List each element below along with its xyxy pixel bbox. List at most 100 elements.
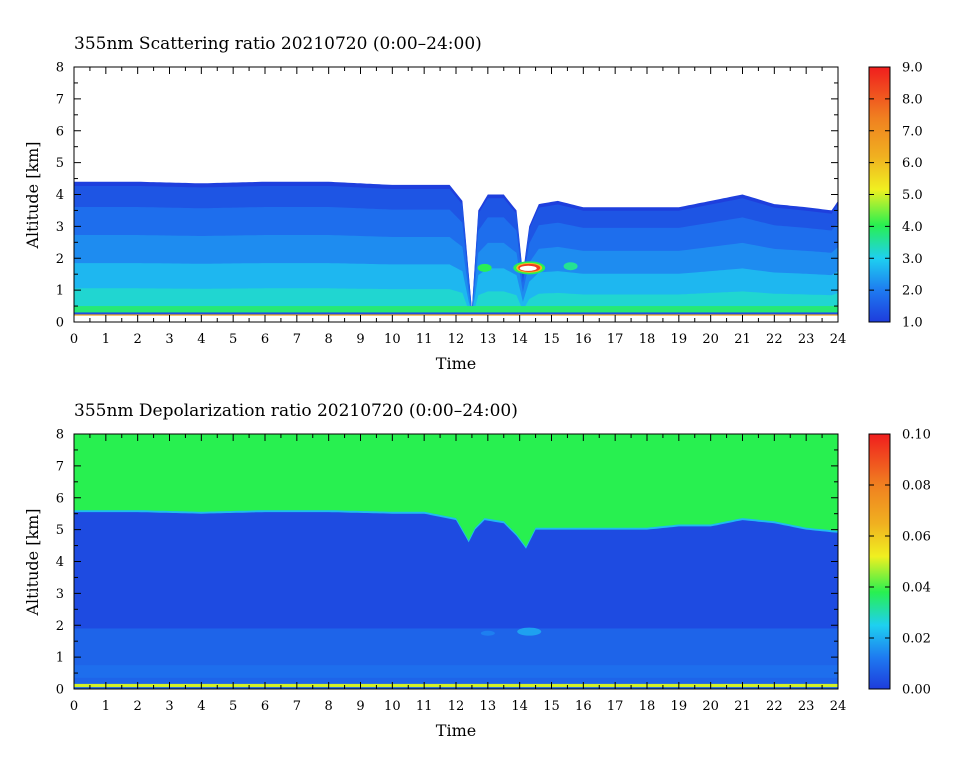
plot-area — [74, 67, 838, 322]
scattering-hotspot — [477, 263, 492, 272]
colorbar-tick-label: 3.0 — [902, 252, 923, 267]
colorbar-tick-label: 9.0 — [902, 61, 923, 76]
x-tick-label: 11 — [416, 699, 433, 714]
y-tick-label: 1 — [56, 284, 64, 299]
scattering-ratio-panel: 355nm Scattering ratio 20210720 (0:00–24… — [23, 34, 923, 373]
x-tick-label: 13 — [480, 699, 497, 714]
x-tick-label: 21 — [734, 332, 751, 347]
y-axis-label: Altitude [km] — [23, 141, 42, 249]
y-tick-label: 2 — [56, 252, 64, 267]
x-tick-label: 4 — [197, 699, 205, 714]
x-axis-label: Time — [436, 354, 476, 373]
x-tick-label: 21 — [734, 699, 751, 714]
y-tick-label: 8 — [56, 428, 64, 443]
colorbar-ticks: 1.0 2.0 3.0 4.0 5.0 6.0 7.0 8.0 9.0 — [869, 61, 923, 331]
x-tick-label: 3 — [165, 699, 173, 714]
depolarization-ratio-panel: 355nm Depolarization ratio 20210720 (0:0… — [23, 401, 931, 740]
depol-hotspot — [517, 627, 542, 636]
x-tick-label: 5 — [229, 699, 237, 714]
x-tick-label: 19 — [671, 699, 688, 714]
x-tick-label: 9 — [356, 699, 364, 714]
scattering-layers — [74, 181, 838, 322]
chart-title: 355nm Depolarization ratio 20210720 (0:0… — [74, 401, 518, 421]
chart-title: 355nm Scattering ratio 20210720 (0:00–24… — [74, 34, 482, 54]
colorbar-gradient — [868, 433, 891, 690]
x-tick-label: 24 — [830, 699, 847, 714]
y-tick-label: 4 — [56, 555, 64, 570]
scattering-surface-band — [74, 306, 838, 313]
colorbar-tick-label: 1.0 — [902, 316, 923, 331]
y-axis-label: Altitude [km] — [23, 508, 42, 616]
colorbar-tick-label: 2.0 — [902, 284, 923, 299]
x-tick-label: 14 — [511, 699, 528, 714]
colorbar-tick-label: 5.0 — [902, 188, 923, 203]
colorbar-tick-label: 0.08 — [902, 479, 931, 494]
x-tick-label: 24 — [830, 332, 847, 347]
x-tick-label: 8 — [325, 699, 333, 714]
x-tick-label: 16 — [575, 699, 592, 714]
y-axis: 0 1 2 3 4 5 6 7 8 — [56, 428, 838, 698]
y-tick-label: 3 — [56, 220, 64, 235]
y-tick-label: 4 — [56, 188, 64, 203]
x-tick-label: 9 — [356, 332, 364, 347]
x-tick-label: 2 — [134, 699, 142, 714]
scattering-hotspot — [563, 262, 578, 271]
colorbar-tick-label: 0.10 — [902, 428, 931, 443]
y-axis: 0 1 2 3 4 5 6 7 8 — [56, 61, 838, 331]
x-tick-label: 17 — [607, 332, 624, 347]
y-tick-label: 2 — [56, 619, 64, 634]
x-tick-label: 0 — [70, 699, 78, 714]
y-tick-label: 6 — [56, 491, 64, 506]
y-tick-label: 0 — [56, 316, 64, 331]
colorbar-tick-label: 0.04 — [902, 581, 931, 596]
x-axis: 0 1 2 3 4 5 6 7 8 9 10 11 12 13 14 15 16 17 18 19 20 21 22 23 24 — [70, 434, 846, 714]
x-tick-label: 19 — [671, 332, 688, 347]
x-tick-label: 18 — [639, 332, 656, 347]
y-tick-label: 1 — [56, 651, 64, 666]
depolarization-layers — [74, 434, 838, 689]
colorbar: 0.00 0.02 0.04 0.06 0.08 0.10 — [868, 428, 931, 698]
x-tick-label: 3 — [165, 332, 173, 347]
colorbar-tick-label: 8.0 — [902, 92, 923, 107]
x-tick-label: 22 — [766, 332, 783, 347]
x-tick-label: 11 — [416, 332, 433, 347]
y-tick-label: 5 — [56, 156, 64, 171]
x-tick-label: 23 — [798, 699, 815, 714]
y-tick-label: 0 — [56, 683, 64, 698]
x-tick-label: 5 — [229, 332, 237, 347]
y-tick-label: 7 — [56, 92, 64, 107]
x-axis: 0 1 2 3 4 5 6 7 8 9 10 11 12 13 14 15 16 17 18 19 20 21 22 23 24 — [70, 67, 846, 347]
x-tick-label: 16 — [575, 332, 592, 347]
x-tick-label: 15 — [543, 332, 560, 347]
colorbar-tick-label: 6.0 — [902, 156, 923, 171]
colorbar-ticks: 0.00 0.02 0.04 0.06 0.08 0.10 — [869, 428, 931, 698]
plot-area — [74, 434, 838, 689]
colorbar-tick-label: 0.00 — [902, 683, 931, 698]
x-axis-label: Time — [436, 721, 476, 740]
x-tick-label: 8 — [325, 332, 333, 347]
x-tick-label: 23 — [798, 332, 815, 347]
x-tick-label: 12 — [448, 332, 465, 347]
x-tick-label: 2 — [134, 332, 142, 347]
x-tick-label: 22 — [766, 699, 783, 714]
y-tick-label: 6 — [56, 124, 64, 139]
scattering-near-ground — [74, 312, 838, 315]
x-tick-label: 10 — [384, 699, 401, 714]
colorbar-tick-label: 4.0 — [902, 220, 923, 235]
x-tick-label: 20 — [702, 699, 719, 714]
x-tick-label: 4 — [197, 332, 205, 347]
y-tick-label: 7 — [56, 459, 64, 474]
x-tick-label: 12 — [448, 699, 465, 714]
x-tick-label: 6 — [261, 332, 269, 347]
y-tick-label: 5 — [56, 523, 64, 538]
x-tick-label: 18 — [639, 699, 656, 714]
x-tick-label: 10 — [384, 332, 401, 347]
colorbar-tick-label: 0.06 — [902, 530, 931, 545]
colorbar: 1.0 2.0 3.0 4.0 5.0 6.0 7.0 8.0 9.0 — [868, 61, 923, 331]
x-tick-label: 13 — [480, 332, 497, 347]
x-tick-label: 15 — [543, 699, 560, 714]
y-tick-label: 8 — [56, 61, 64, 76]
y-tick-label: 3 — [56, 587, 64, 602]
x-tick-label: 7 — [293, 332, 301, 347]
